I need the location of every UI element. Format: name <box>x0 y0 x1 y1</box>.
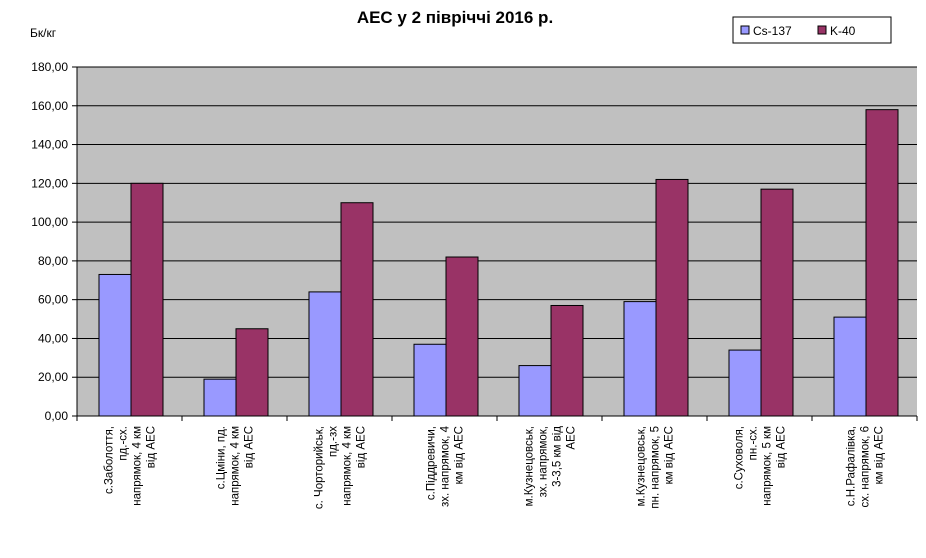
y-tick-label: 100,00 <box>31 215 68 229</box>
x-category-label: с. Чорторийськ, <box>314 426 326 509</box>
bar-k40 <box>760 188 794 417</box>
y-tick-label: 80,00 <box>38 254 68 268</box>
x-category-label: км від АЕС <box>664 426 676 484</box>
y-axis-unit-label: Бк/кг <box>30 26 57 40</box>
bar-cs137 <box>518 365 552 417</box>
x-category-label: напрямок, 4 км <box>230 426 242 506</box>
bar-cs137 <box>413 343 447 417</box>
x-category-label: пд.-сх. <box>118 426 130 461</box>
x-category-label: сх. напрямок, 6 <box>860 426 872 507</box>
x-category-label: від АЕС <box>776 426 788 468</box>
x-category-label: км від АЕС <box>454 426 466 484</box>
x-category-label: від АЕС <box>244 426 256 468</box>
bar-k40 <box>655 178 689 417</box>
y-tick-label: 180,00 <box>31 60 68 74</box>
bar-k40 <box>130 182 164 417</box>
bar-k40 <box>865 109 899 417</box>
x-category-label: напрямок, 5 км <box>762 426 774 506</box>
x-category-label: від АЕС <box>356 426 368 468</box>
bar-cs137 <box>98 273 132 417</box>
bar-cs137 <box>623 301 657 417</box>
bar-k40 <box>445 256 479 417</box>
y-tick-label: 20,00 <box>38 370 68 384</box>
x-category-label: м.Кузнецовськ, <box>524 426 536 506</box>
y-tick-label: 160,00 <box>31 99 68 113</box>
x-category-label: пн.-сх. <box>748 426 760 460</box>
x-category-label: АЕС <box>566 426 578 450</box>
bar-k40 <box>340 202 374 417</box>
x-category-label: зх. напрямок, 4 <box>440 425 452 507</box>
x-category-label: пд.-зх <box>328 426 340 457</box>
x-category-label: зх. напрямок, <box>538 426 550 497</box>
x-category-label: пн. напрямок, 5 <box>650 426 662 509</box>
y-tick-label: 60,00 <box>38 293 68 307</box>
x-category-label: с.Піддревичи, <box>426 426 438 500</box>
x-category-label: с.Суховоля, <box>734 426 746 489</box>
x-category-label: м.Кузнецовськ, <box>636 426 648 506</box>
bar-k40 <box>550 304 584 417</box>
legend: Cs-137 K-40 <box>732 16 892 44</box>
legend-label-cs137: Cs-137 <box>753 24 792 38</box>
y-tick-label: 140,00 <box>31 138 68 152</box>
bar-cs137 <box>728 349 762 417</box>
x-category-label: 3-3,5 км від <box>552 426 564 487</box>
legend-swatch-cs137 <box>740 25 750 35</box>
y-tick-label: 0,00 <box>45 409 69 423</box>
chart-title: АЕС у 2 півріччі 2016 р. <box>357 8 553 27</box>
x-category-label: від АЕС <box>146 426 158 468</box>
legend-box <box>732 16 892 44</box>
bar-cs137 <box>308 291 342 417</box>
x-category-label: с.Цміни, пд. <box>216 426 228 489</box>
y-tick-label: 120,00 <box>31 176 68 190</box>
x-category-label: с.Заболоття, <box>104 426 116 494</box>
bar-cs137 <box>203 378 237 417</box>
legend-swatch-k40 <box>817 25 827 35</box>
legend-label-k40: K-40 <box>830 24 856 38</box>
x-category-label: напрямок, 4 км <box>342 426 354 506</box>
bar-k40 <box>235 328 269 417</box>
x-category-label: напрямок, 4 км <box>132 426 144 506</box>
x-category-label: км від АЕС <box>874 426 886 484</box>
bar-cs137 <box>833 316 867 417</box>
y-tick-label: 40,00 <box>38 331 68 345</box>
x-category-label: с.Н.Рафалівка, <box>846 426 858 506</box>
